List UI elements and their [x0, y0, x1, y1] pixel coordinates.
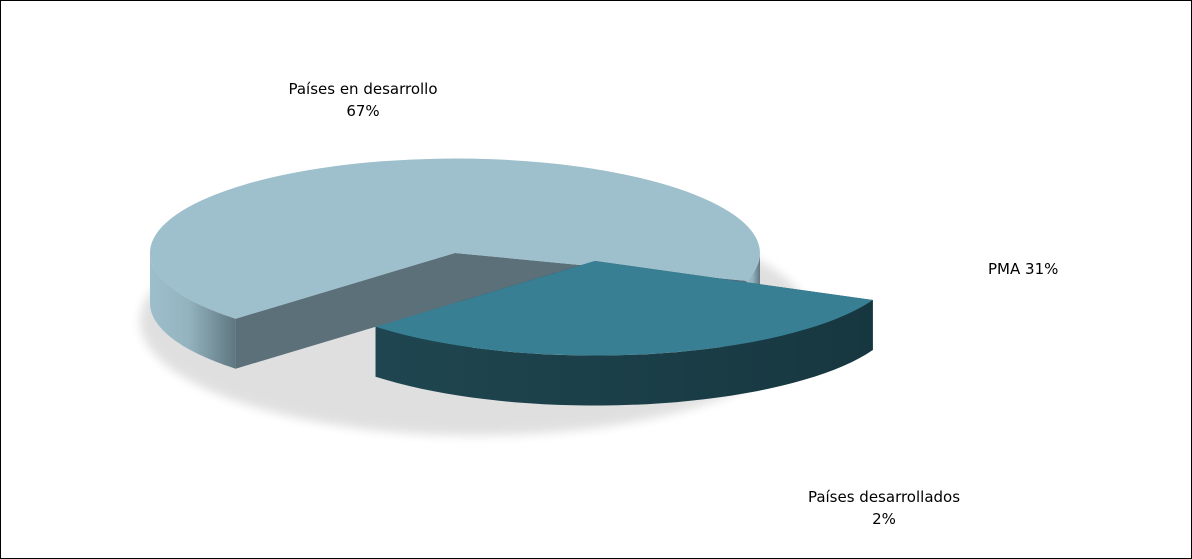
slice-top-pma [375, 261, 873, 356]
label-developing-value: 67% [346, 102, 379, 120]
slice-top-developing [149, 158, 760, 319]
label-developing-name: Países en desarrollo [288, 80, 437, 98]
slice-cut-face-developing-1 [235, 253, 455, 369]
label-pma-value: 31% [1025, 260, 1058, 278]
label-developed-value: 2% [872, 510, 896, 528]
label-developed-name: Países desarrollados [808, 488, 960, 506]
pie-slice-pma [375, 261, 873, 406]
label-pma-name: PMA [988, 260, 1021, 278]
slice-side-developing [150, 253, 236, 369]
slice-side-pma [375, 300, 873, 406]
label-pma: PMA 31% [988, 260, 1058, 278]
